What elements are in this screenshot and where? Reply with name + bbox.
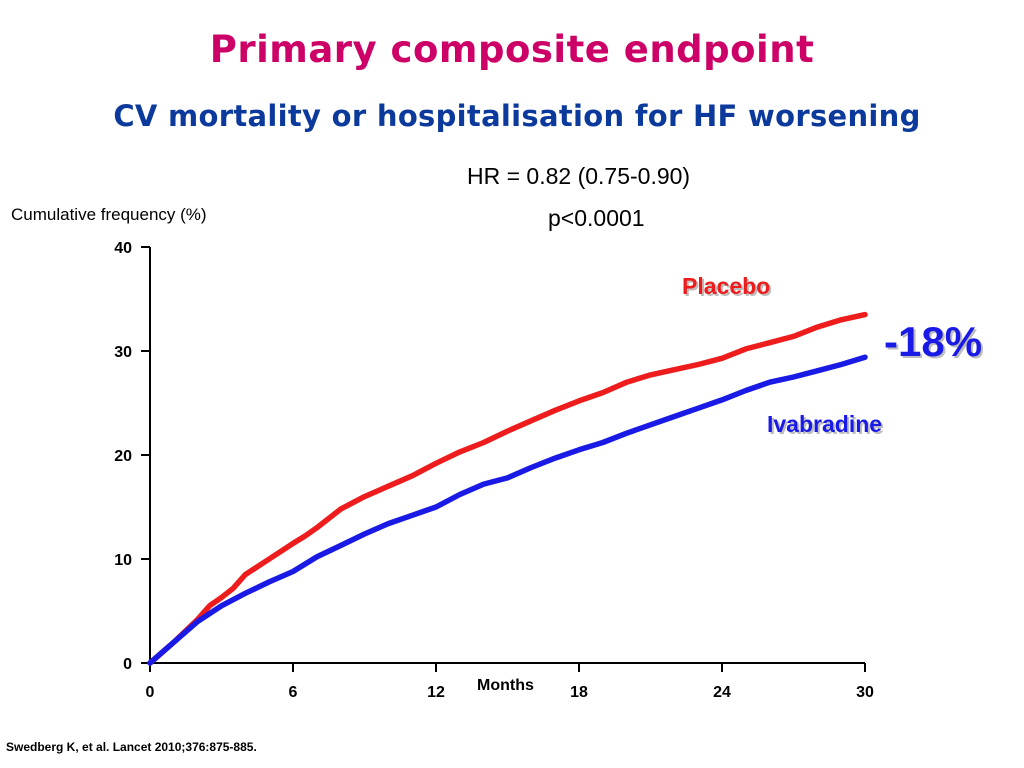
x-tick-label: 24 [713,684,731,701]
x-tick-label: 6 [289,684,298,701]
y-axis-label: Cumulative frequency (%) [11,205,207,224]
chart-axes: 0 10 20 30 40 0 6 12 18 24 30 [114,240,874,701]
x-tick-label: 18 [570,684,588,701]
slide-title: Primary composite endpoint [209,28,815,71]
x-axis-label: Months [477,677,534,694]
citation: Swedberg K, et al. Lancet 2010;376:875-8… [6,740,257,754]
chart-series [147,311,868,666]
y-tick-label: 10 [114,552,132,569]
series-line-placebo [147,311,868,666]
y-tick-label: 20 [114,448,132,465]
x-tick-label: 0 [146,684,155,701]
y-tick-label: 30 [114,344,132,361]
hazard-ratio-text: HR = 0.82 (0.75-0.90) [467,163,691,189]
series-label-placebo: Placebo [682,273,771,299]
x-tick-label: 30 [856,684,874,701]
x-tick-label: 12 [427,684,445,701]
series-label-ivabradine: Ivabradine [767,411,883,437]
y-tick-label: 0 [123,656,132,673]
p-value-text: p<0.0001 [548,205,645,231]
risk-reduction-label: -18% [884,318,983,365]
y-tick-label: 40 [114,240,132,257]
slide-subtitle: CV mortality or hospitalisation for HF w… [113,99,921,133]
series-line-ivabradine [147,354,868,666]
